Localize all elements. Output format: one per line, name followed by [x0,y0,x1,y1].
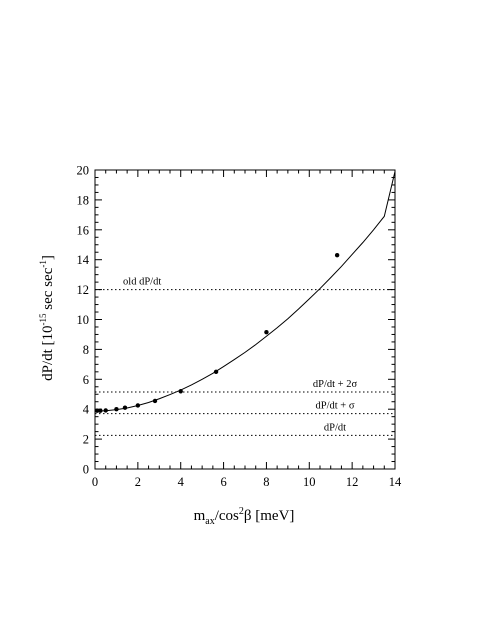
x-tick-label: 6 [220,475,226,489]
y-tick-label: 18 [77,193,90,207]
y-tick-label: 0 [83,463,89,477]
data-point [213,369,219,375]
y-tick-label: 16 [77,223,90,237]
x-tick-label: 4 [178,475,185,489]
x-axis-title-base: m [194,508,206,524]
reference-line-label: dP/dt + σ [315,401,354,412]
x-axis-title-sup: 2 [239,506,244,517]
data-point [135,403,141,408]
x-axis-title-mid: /cos [215,508,239,524]
x-axis-title-sub: ax [205,516,214,527]
y-axis-title-sup2: -1 [38,260,48,268]
x-axis-title-tail: β [meV] [244,508,295,524]
x-axis-title: max/cos2β [meV] [194,506,295,527]
data-point [98,408,103,413]
data-point [103,408,108,413]
y-axis-title-base: dP/dt [10 [40,325,56,380]
x-tick-label: 2 [135,475,141,489]
y-tick-label: 20 [77,164,90,178]
x-tick-label: 10 [303,475,316,489]
data-point [152,398,158,404]
y-tick-label: 4 [83,403,90,417]
y-tick-label: 6 [83,373,89,387]
fit-curve [94,171,396,412]
reference-line-label: dP/dt + 2σ [313,379,358,390]
y-tick-label: 2 [83,433,89,447]
data-point [94,408,100,413]
y-tick-label: 12 [77,283,90,297]
data-point [334,253,340,258]
y-tick-label: 10 [77,313,90,327]
x-tick-label: 14 [389,475,402,489]
data-point [178,389,183,394]
y-axis-title-tail: sec sec [40,267,56,313]
reference-line-label: dP/dt [324,422,346,433]
y-tick-label: 8 [83,343,89,357]
y-axis-title-end: ] [40,255,56,260]
data-point [114,407,119,412]
plot-area: 0 2 4 6 8 10 12 14 0 2 4 6 8 10 12 14 16 18 20 old dP/dt dP/… [77,164,403,490]
y-axis-title: dP/dt [10-15 sec sec-1] [38,255,56,381]
reference-line-label: old dP/dt [123,277,161,288]
x-tick-label: 8 [263,475,269,489]
y-axis-title-sup: -15 [38,313,48,325]
data-point [122,405,128,410]
data-point [264,330,269,335]
x-tick-label: 12 [346,475,359,489]
y-tick-label: 14 [77,253,90,267]
x-tick-label: 0 [92,475,98,489]
plot-frame [94,169,396,470]
